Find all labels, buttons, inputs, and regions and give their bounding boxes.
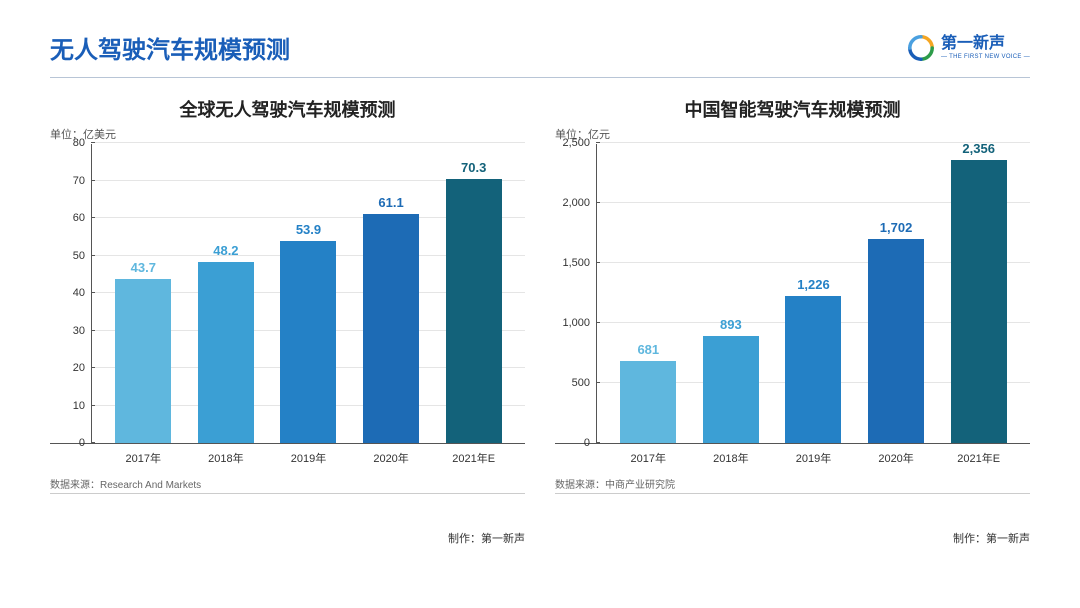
chart-title: 中国智能驾驶汽车规模预测 xyxy=(555,96,1030,122)
chart-unit: 单位：亿美元 xyxy=(50,126,525,142)
chart-china: 中国智能驾驶汽车规模预测单位：亿元 0 500 1,000 1,500 2,000 2,50… xyxy=(555,96,1030,494)
y-tick-label: 30 xyxy=(73,325,85,337)
bar: 2,356 xyxy=(949,141,1009,443)
bar-value-label: 43.7 xyxy=(131,260,156,275)
y-tick-label: 2,000 xyxy=(562,197,590,209)
plot-area: 05001,0001,5002,0002,5006818931,2261,702… xyxy=(555,144,1030,444)
bar: 61.1 xyxy=(361,195,421,443)
chart-credit: 制作：第一新声 xyxy=(448,530,525,546)
x-tick-label: 2017年 xyxy=(618,450,678,466)
grid-line xyxy=(92,142,525,143)
y-tick-label: 10 xyxy=(73,400,85,412)
logo-icon xyxy=(907,34,935,62)
x-tick-label: 2018年 xyxy=(196,450,256,466)
y-axis: 05001,0001,5002,0002,500 xyxy=(555,144,597,443)
x-tick-label: 2020年 xyxy=(361,450,421,466)
x-tick-label: 2019年 xyxy=(278,450,338,466)
x-axis-labels: 2017年 2018年 2019年 2020年 2021年E xyxy=(50,444,525,466)
bar-value-label: 1,226 xyxy=(797,277,830,292)
y-tick-label: 0 xyxy=(584,437,590,449)
bar-value-label: 53.9 xyxy=(296,222,321,237)
y-tick-label: 20 xyxy=(73,362,85,374)
x-tick-label: 2018年 xyxy=(701,450,761,466)
bar: 1,226 xyxy=(783,277,843,443)
x-tick-label: 2019年 xyxy=(783,450,843,466)
x-tick-label: 2021年E xyxy=(444,450,504,466)
bar-rect xyxy=(446,179,502,443)
logo-sub: — THE FIRST NEW VOICE — xyxy=(941,54,1030,60)
bar-value-label: 61.1 xyxy=(378,195,403,210)
bars-area: 43.7 48.2 53.9 61.1 70.3 xyxy=(92,144,525,443)
y-tick-label: 1,000 xyxy=(562,317,590,329)
bar: 1,702 xyxy=(866,220,926,443)
bars-area: 681 893 1,226 1,702 2,356 xyxy=(597,144,1030,443)
bar: 53.9 xyxy=(278,222,338,443)
y-tick-label: 2,500 xyxy=(562,137,590,149)
plot-area: 0102030405060708043.748.253.961.170.3 xyxy=(50,144,525,444)
chart-title: 全球无人驾驶汽车规模预测 xyxy=(50,96,525,122)
bar-value-label: 70.3 xyxy=(461,160,486,175)
chart-source: 数据来源：中商产业研究院 xyxy=(555,476,1030,491)
logo-text: 第一新声 — THE FIRST NEW VOICE — xyxy=(941,36,1030,60)
y-tick-label: 500 xyxy=(572,377,590,389)
page-title: 无人驾驶汽车规模预测 xyxy=(50,30,290,65)
y-axis: 01020304050607080 xyxy=(50,144,92,443)
y-tick-label: 50 xyxy=(73,250,85,262)
bar: 893 xyxy=(701,317,761,443)
bar-value-label: 2,356 xyxy=(962,141,995,156)
chart-source: 数据来源：Research And Markets xyxy=(50,476,525,491)
charts-container: 全球无人驾驶汽车规模预测单位：亿美元0102030405060708043.74… xyxy=(0,78,1080,494)
y-tick-label: 0 xyxy=(79,437,85,449)
y-tick-label: 80 xyxy=(73,137,85,149)
bar: 48.2 xyxy=(196,243,256,443)
header: 无人驾驶汽车规模预测 第一新声 — THE FIRST NEW VOICE — xyxy=(0,0,1080,77)
bar-rect xyxy=(198,262,254,443)
y-tick-label: 70 xyxy=(73,175,85,187)
y-tick-label: 60 xyxy=(73,212,85,224)
chart-credit: 制作：第一新声 xyxy=(953,530,1030,546)
y-tick-label: 40 xyxy=(73,287,85,299)
bar-rect xyxy=(115,279,171,443)
chart-global: 全球无人驾驶汽车规模预测单位：亿美元0102030405060708043.74… xyxy=(50,96,525,494)
bar-rect xyxy=(620,361,676,443)
bar-rect xyxy=(868,239,924,443)
y-tick-label: 1,500 xyxy=(562,257,590,269)
bar: 70.3 xyxy=(444,160,504,443)
chart-unit: 单位：亿元 xyxy=(555,126,1030,142)
x-tick-label: 2021年E xyxy=(949,450,1009,466)
source-divider xyxy=(555,493,1030,494)
x-axis-labels: 2017年 2018年 2019年 2020年 2021年E xyxy=(555,444,1030,466)
logo-main: 第一新声 xyxy=(941,36,1030,52)
bar-value-label: 48.2 xyxy=(213,243,238,258)
bar-rect xyxy=(280,241,336,443)
logo: 第一新声 — THE FIRST NEW VOICE — xyxy=(907,34,1030,62)
bar-rect xyxy=(785,296,841,443)
bar-value-label: 893 xyxy=(720,317,742,332)
bar-value-label: 681 xyxy=(637,342,659,357)
bar-rect xyxy=(703,336,759,443)
source-divider xyxy=(50,493,525,494)
x-tick-label: 2020年 xyxy=(866,450,926,466)
bar: 681 xyxy=(618,342,678,443)
bar-rect xyxy=(363,214,419,443)
bar-rect xyxy=(951,160,1007,443)
bar-value-label: 1,702 xyxy=(880,220,913,235)
bar: 43.7 xyxy=(113,260,173,443)
x-tick-label: 2017年 xyxy=(113,450,173,466)
